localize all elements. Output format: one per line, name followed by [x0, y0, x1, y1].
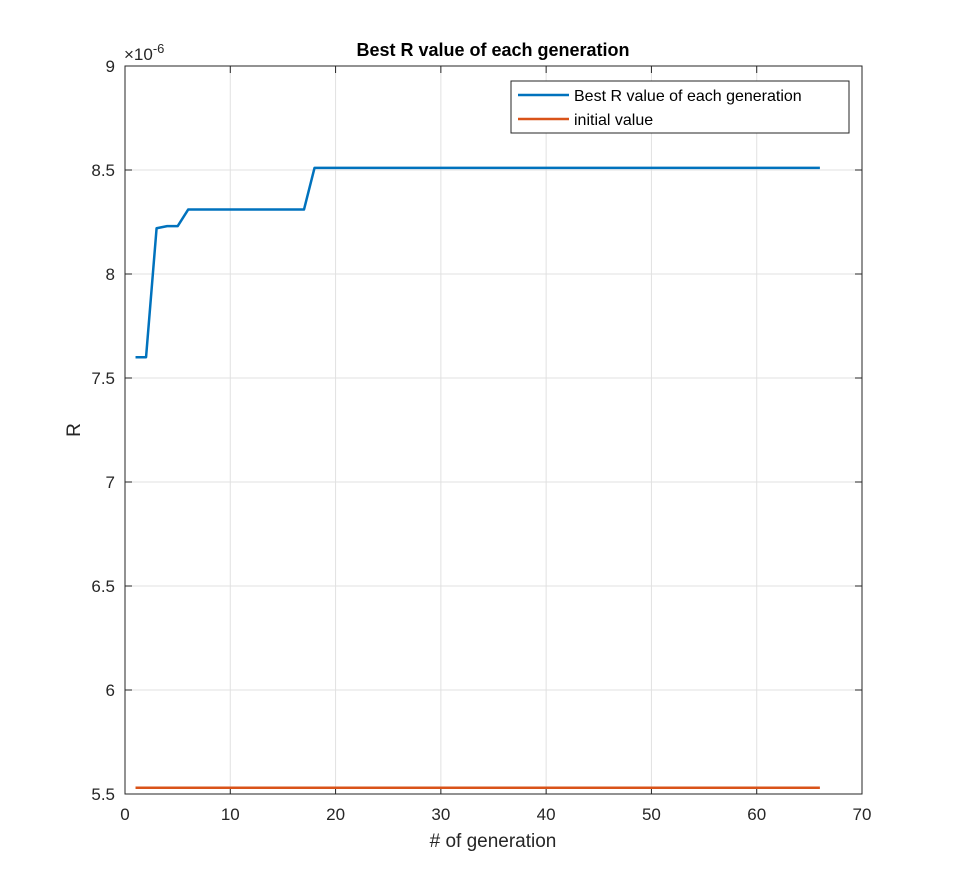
y-tick-label: 9 — [106, 57, 115, 76]
y-tick-label: 6 — [106, 681, 115, 700]
y-exponent-multiplier: ×10-6 — [124, 41, 164, 64]
x-tick-label: 60 — [747, 805, 766, 824]
legend: Best R value of each generation initial … — [510, 80, 850, 134]
y-tick-label: 7 — [106, 473, 115, 492]
x-tick-label: 10 — [221, 805, 240, 824]
x-tick-label: 50 — [642, 805, 661, 824]
series-line-best-r — [135, 166, 820, 359]
y-tick-label: 8 — [106, 265, 115, 284]
legend-label-best-r: Best R value of each generation — [574, 88, 802, 105]
chart-title: Best R value of each generation — [356, 40, 629, 60]
y-tick-label: 7.5 — [91, 369, 115, 388]
axis-ticks: 0 10 20 30 40 50 60 70 5.5 6 6.5 7 7.5 8 8.5 9 — [91, 57, 871, 824]
x-tick-label: 40 — [537, 805, 556, 824]
y-exponent-base: ×10 — [124, 45, 153, 64]
x-tick-label: 70 — [853, 805, 872, 824]
x-tick-label: 0 — [120, 805, 129, 824]
series-lines — [135, 166, 820, 790]
axes-box — [124, 65, 863, 795]
y-tick-label: 5.5 — [91, 785, 115, 804]
y-tick-label: 8.5 — [91, 161, 115, 180]
y-axis-label: R — [64, 423, 85, 437]
grid — [125, 66, 862, 794]
legend-label-initial-value: initial value — [574, 112, 653, 129]
x-tick-label: 20 — [326, 805, 345, 824]
x-axis-label: # of generation — [430, 831, 557, 852]
x-tick-label: 30 — [431, 805, 450, 824]
y-tick-label: 6.5 — [91, 577, 115, 596]
y-exponent-power: -6 — [153, 41, 165, 56]
legend-box — [510, 80, 850, 134]
